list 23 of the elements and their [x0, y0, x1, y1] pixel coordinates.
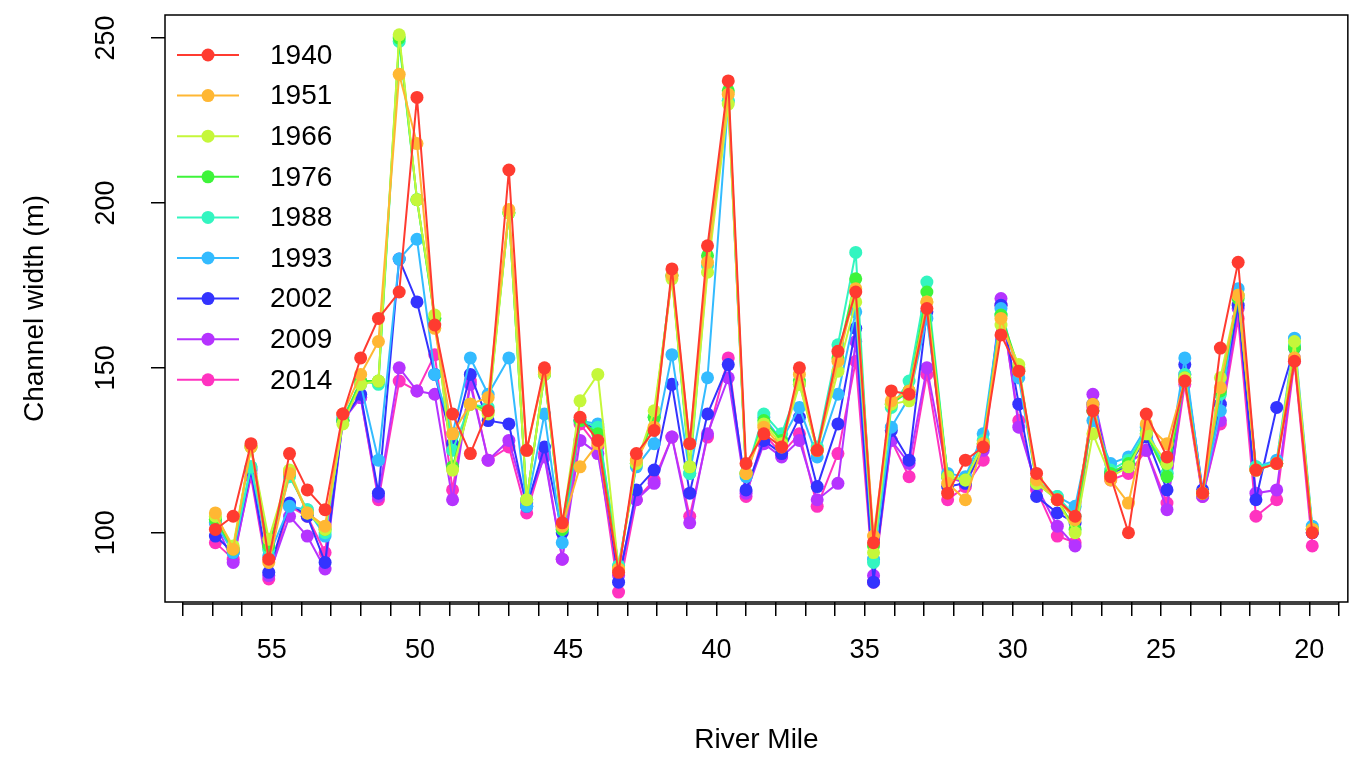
legend-label: 1993 [270, 241, 333, 273]
legend-label: 2009 [270, 322, 333, 354]
x-tick-label: 20 [1294, 633, 1325, 664]
x-tick-label: 30 [997, 633, 1028, 664]
x-tick-label: 25 [1146, 633, 1177, 664]
legend-label: 1940 [270, 38, 333, 70]
x-tick-label: 45 [553, 633, 584, 664]
legend-label: 1966 [270, 119, 333, 151]
x-tick-label: 40 [701, 633, 732, 664]
legend-label: 1951 [270, 79, 333, 111]
legend-label: 2002 [270, 282, 333, 314]
legend-label: 2014 [270, 363, 333, 395]
legend-label: 1988 [270, 201, 333, 233]
y-tick-label: 250 [90, 15, 121, 61]
x-tick-label: 55 [256, 633, 287, 664]
y-tick-label: 100 [90, 510, 121, 556]
legend-label: 1976 [270, 160, 333, 192]
y-axis-title: Channel width (m) [17, 194, 49, 423]
x-tick-label: 50 [404, 633, 435, 664]
y-tick-label: 150 [90, 345, 121, 391]
y-tick-label: 200 [90, 180, 121, 226]
x-axis-title: River Mile [694, 722, 819, 754]
x-tick-label: 35 [849, 633, 880, 664]
